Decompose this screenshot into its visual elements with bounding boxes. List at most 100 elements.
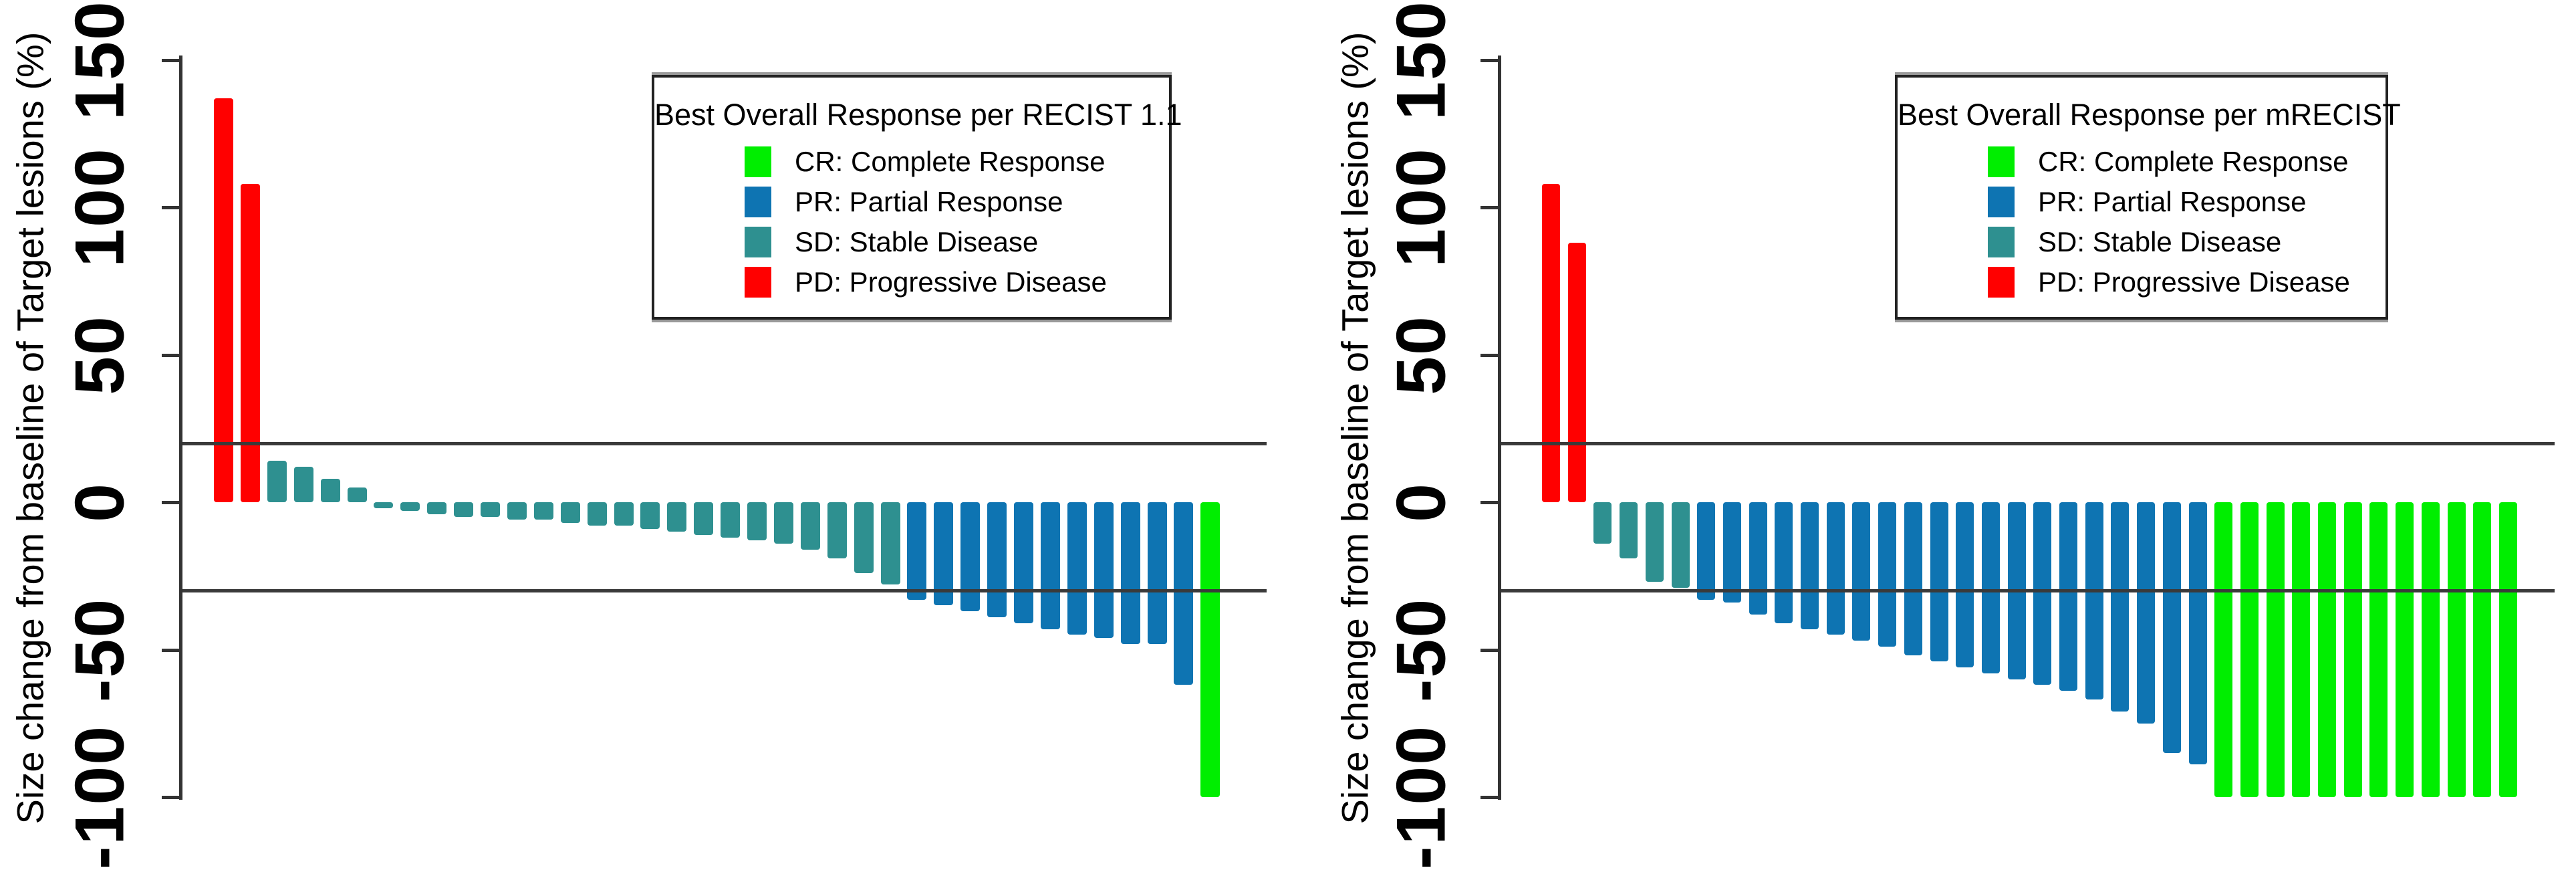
y-tick-label: -50 bbox=[1382, 597, 1460, 703]
legend-item-sd: SD: Stable Disease bbox=[1898, 227, 2386, 260]
y-tick bbox=[162, 59, 182, 62]
bar-pr bbox=[934, 502, 953, 605]
bar-sd bbox=[614, 502, 634, 526]
bar-pr bbox=[907, 502, 926, 600]
y-tick bbox=[162, 206, 182, 209]
bar-pr bbox=[1121, 502, 1140, 644]
y-axis-title: Size change from baseline of Target lesi… bbox=[9, 31, 51, 825]
y-tick-label: 0 bbox=[61, 482, 139, 522]
legend-label: CR: Complete Response bbox=[2038, 146, 2349, 177]
legend-box: Best Overall Response per mRECIST CR: Co… bbox=[1895, 75, 2401, 320]
y-tick bbox=[162, 796, 182, 799]
legend-item-sd: SD: Stable Disease bbox=[654, 227, 1169, 260]
bar-sd bbox=[854, 502, 874, 573]
bar-pd bbox=[1568, 243, 1586, 502]
bar-cr bbox=[1200, 502, 1220, 797]
bar-pr bbox=[1148, 502, 1167, 644]
legend-swatch-sd bbox=[745, 227, 771, 257]
legend-item-pr: PR: Partial Response bbox=[654, 187, 1169, 220]
bar-pr bbox=[960, 502, 980, 611]
bar-cr bbox=[2448, 502, 2466, 797]
bar-pd bbox=[241, 184, 260, 502]
bar-pr bbox=[2163, 502, 2181, 753]
y-tick-label: 100 bbox=[1382, 147, 1460, 267]
bar-pr bbox=[2137, 502, 2155, 724]
legend-swatch-pr bbox=[1988, 187, 2015, 217]
plot-area: 150 100 50 0 -50 -100 bbox=[61, 0, 1267, 870]
bar-pr bbox=[1775, 502, 1793, 623]
y-tick bbox=[1480, 796, 1501, 799]
plot-area: 150 100 50 0 -50 -100 bbox=[1288, 0, 2576, 870]
y-tick bbox=[162, 501, 182, 504]
bar-pr bbox=[1014, 502, 1033, 623]
bar-pr bbox=[1904, 502, 1922, 655]
y-tick bbox=[162, 354, 182, 357]
bar-sd bbox=[721, 502, 740, 538]
bar-pr bbox=[987, 502, 1007, 617]
bar-cr bbox=[2499, 502, 2517, 797]
bar-pr bbox=[1067, 502, 1087, 635]
legend-item-pd: PD: Progressive Disease bbox=[1898, 267, 2386, 300]
bar-sd bbox=[427, 502, 446, 514]
bar-cr bbox=[2318, 502, 2336, 797]
y-tick-label: -100 bbox=[61, 724, 139, 870]
y-tick bbox=[162, 649, 182, 652]
bar-pr bbox=[1174, 502, 1193, 685]
bar-cr bbox=[2422, 502, 2440, 797]
y-tick bbox=[1480, 354, 1501, 357]
y-axis-title: Size change from baseline of Target lesi… bbox=[1333, 31, 1376, 825]
legend-label: PR: Partial Response bbox=[2038, 186, 2307, 217]
bar-cr bbox=[2344, 502, 2362, 797]
bar-cr bbox=[2473, 502, 2491, 797]
bar-pr bbox=[2033, 502, 2051, 685]
waterfall-panel-recist: Size change from baseline of Target lesi… bbox=[9, 0, 1267, 870]
bar-sd bbox=[321, 479, 340, 502]
legend-box: Best Overall Response per RECIST 1.1 CR:… bbox=[652, 75, 1182, 320]
y-tick-label: 100 bbox=[61, 147, 139, 267]
legend-item-cr: CR: Complete Response bbox=[654, 146, 1169, 180]
bar-pr bbox=[1930, 502, 1948, 661]
bar-cr bbox=[2240, 502, 2259, 797]
bar-pr bbox=[1852, 502, 1870, 641]
y-tick-label: 50 bbox=[1382, 315, 1460, 395]
bar-cr bbox=[2369, 502, 2388, 797]
bar-sd bbox=[534, 502, 553, 520]
legend-item-cr: CR: Complete Response bbox=[1898, 146, 2386, 180]
bar-pr bbox=[1982, 502, 2000, 673]
bar-sd bbox=[827, 502, 847, 558]
legend-title: Best Overall Response per mRECIST bbox=[1898, 98, 2401, 132]
legend-label: SD: Stable Disease bbox=[2038, 226, 2282, 257]
legend-item-pd: PD: Progressive Disease bbox=[654, 267, 1169, 300]
legend-label: PD: Progressive Disease bbox=[2038, 266, 2350, 298]
bar-sd bbox=[374, 502, 393, 508]
legend-title: Best Overall Response per RECIST 1.1 bbox=[654, 98, 1182, 132]
y-tick bbox=[1480, 501, 1501, 504]
y-axis-line bbox=[179, 56, 182, 800]
bar-sd bbox=[267, 461, 287, 502]
legend-swatch-sd bbox=[1988, 227, 2015, 257]
bar-pr bbox=[1801, 502, 1819, 629]
bar-cr bbox=[2214, 502, 2232, 797]
y-tick-label: 0 bbox=[1382, 482, 1460, 522]
bar-pr bbox=[1723, 502, 1741, 603]
bar-pr bbox=[2189, 502, 2207, 764]
bar-sd bbox=[348, 487, 367, 502]
bar-sd bbox=[1646, 502, 1664, 582]
bar-pr bbox=[1041, 502, 1060, 629]
bar-sd bbox=[694, 502, 713, 535]
bar-sd bbox=[1593, 502, 1612, 544]
bar-sd bbox=[1620, 502, 1638, 558]
bar-sd bbox=[774, 502, 793, 544]
bar-pr bbox=[2085, 502, 2103, 699]
bar-cr bbox=[2267, 502, 2285, 797]
bar-sd bbox=[481, 502, 500, 517]
bar-sd bbox=[294, 467, 313, 502]
y-axis-line bbox=[1498, 56, 1501, 800]
bar-sd bbox=[454, 502, 473, 517]
bar-sd bbox=[667, 502, 686, 532]
bar-pr bbox=[1749, 502, 1767, 615]
bar-sd bbox=[1672, 502, 1690, 588]
legend-label: CR: Complete Response bbox=[795, 146, 1106, 177]
bar-sd bbox=[640, 502, 660, 529]
waterfall-panel-mrecist: Size change from baseline of Target lesi… bbox=[1288, 0, 2576, 870]
